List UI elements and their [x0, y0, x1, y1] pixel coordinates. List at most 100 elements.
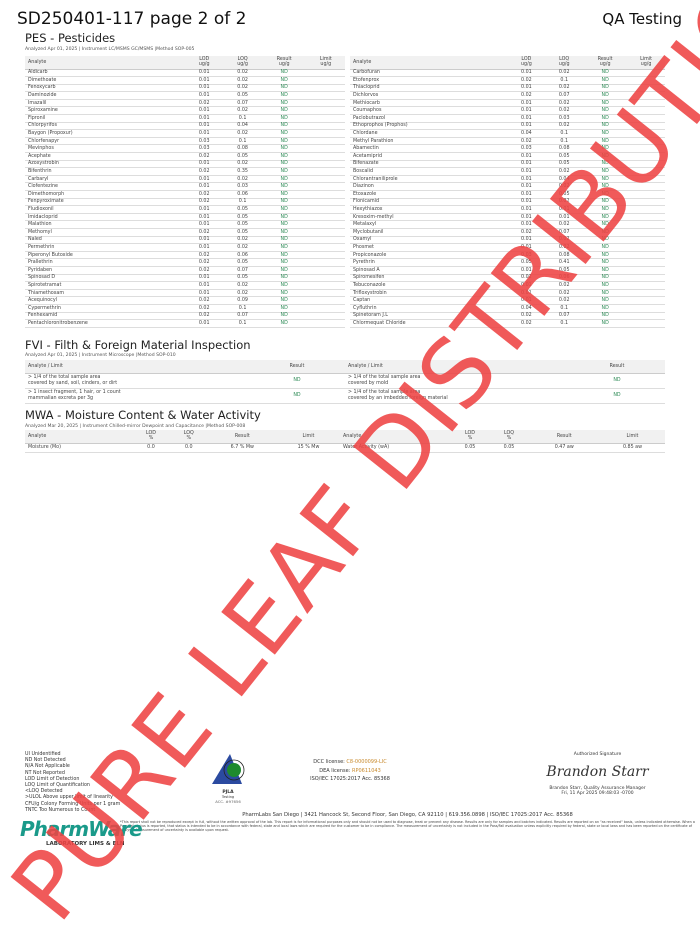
column-header: LOD %	[132, 430, 170, 444]
table-row: Moisture (Mo) 0.0 0.0 6.7 % Mw 15 % Mw	[25, 443, 340, 453]
table-row: Pentachloronitrobenzene 0.01 0.1 ND	[25, 319, 345, 328]
analyte-cell: Dimethoate	[25, 76, 186, 85]
value-cell: 0.01	[507, 220, 546, 229]
abbreviation-item: N/A Not Applicable	[25, 764, 70, 770]
analyte-cell: Daminozide	[25, 91, 186, 100]
value-cell	[627, 274, 665, 283]
table-row: Aldicarb 0.01 0.02 ND	[25, 69, 345, 78]
analyte-cell: Piperonyl Butoxide	[25, 251, 186, 260]
value-cell: 0.05	[545, 190, 584, 199]
table-row: > 1/4 of the total sample area covered b…	[345, 373, 665, 389]
value-cell: ND	[583, 175, 628, 184]
value-cell: ND	[261, 137, 307, 146]
analyte-cell: > 1/4 of the total sample area covered b…	[345, 388, 569, 404]
value-cell: 0.41	[545, 258, 584, 267]
value-cell	[627, 122, 665, 131]
value-cell	[627, 304, 665, 313]
value-cell: ND	[261, 182, 307, 191]
value-cell: 0.0	[169, 443, 208, 453]
pjla-name: PJLA	[222, 790, 234, 795]
column-header: Result	[569, 360, 665, 374]
report-title: SD250401-117 page 2 of 2	[17, 9, 247, 29]
value-cell: ND	[261, 228, 307, 237]
analyte-cell: Methyl Parathion	[350, 137, 508, 146]
value-cell	[627, 175, 665, 184]
value-cell	[306, 236, 345, 245]
column-header: Result	[528, 430, 600, 444]
value-cell: 0.01	[507, 106, 546, 116]
value-cell: 0.01	[185, 175, 224, 184]
value-cell	[306, 258, 345, 267]
value-cell	[627, 84, 665, 93]
table-row: Naled 0.01 0.02 ND	[25, 236, 345, 245]
value-cell: 0.07	[223, 312, 262, 321]
value-cell	[306, 274, 345, 283]
value-cell: 0.03	[507, 251, 546, 260]
value-cell: 0.05	[545, 160, 584, 169]
value-cell: ND	[261, 236, 307, 245]
value-cell: ND	[261, 304, 307, 313]
value-cell: 0.05	[223, 205, 262, 214]
value-cell: ND	[261, 312, 307, 321]
analyte-cell: Etoxazole	[350, 190, 508, 199]
value-cell: ND	[261, 274, 307, 283]
value-cell: 0.01	[185, 213, 224, 222]
column-header: LOQ %	[489, 430, 529, 444]
value-cell: ND	[583, 205, 628, 214]
value-cell: 0.05	[223, 228, 262, 237]
value-cell: 0.04	[507, 304, 546, 313]
value-cell: ND	[261, 122, 307, 131]
value-cell: 0.02	[507, 76, 546, 85]
dcc-value: C8-0000099-LIC	[346, 759, 387, 765]
value-cell	[627, 182, 665, 191]
fvi-table-left: Analyte / Limit Result > 1/4 of the total …	[25, 360, 345, 404]
value-cell: ND	[583, 129, 628, 138]
value-cell	[627, 258, 665, 267]
analyte-cell: Spinetoram J.L	[350, 312, 508, 321]
mwa-table-left: Analyte LOD % LOQ % Result Limit Moisture (Mo…	[25, 430, 340, 453]
value-cell: 0.02	[223, 84, 262, 93]
table-row: Metalaxyl 0.01 0.02 ND	[350, 220, 665, 229]
analyte-cell: Acephate	[25, 152, 186, 161]
value-cell: 0.01	[507, 122, 546, 131]
table-row: Phosmet 0.01 0.02 ND	[350, 243, 665, 252]
value-cell	[627, 167, 665, 176]
value-cell	[306, 205, 345, 214]
value-cell: 0.02	[223, 69, 262, 78]
sign-date: Fri, 11 Apr 2025 09:48:03 -0700	[561, 791, 634, 796]
analyte-cell: Myclobutanil	[350, 228, 508, 237]
pjla-sub: Testing	[221, 795, 235, 799]
column-header: LOQ %	[169, 430, 208, 444]
value-cell: 0.02	[545, 84, 584, 93]
value-cell	[627, 69, 665, 78]
value-cell: ND	[583, 228, 628, 237]
table-row: Carbaryl 0.01 0.02 ND	[25, 175, 345, 184]
value-cell: ND	[261, 281, 307, 290]
fvi-heading: FVI - Filth & Foreign Material Inspectio…	[25, 338, 251, 352]
value-cell: ND	[583, 281, 628, 290]
analyte-cell: Water Activity (wA)	[340, 443, 451, 453]
analyte-cell: Spirotetramat	[25, 281, 186, 290]
value-cell: 0.01	[185, 114, 224, 123]
value-cell: ND	[583, 274, 628, 283]
value-cell: 0.01	[185, 236, 224, 245]
analyte-cell: Acetamiprid	[350, 152, 508, 161]
analyte-cell: Baygon (Propoxur)	[25, 129, 186, 138]
value-cell: 0.02	[223, 236, 262, 245]
value-cell	[627, 243, 665, 252]
value-cell	[306, 144, 345, 154]
value-cell: 0.02	[545, 198, 584, 207]
value-cell: 0.02	[545, 182, 584, 191]
table-row: Abamectin 0.03 0.08 ND	[350, 144, 665, 154]
value-cell	[627, 281, 665, 290]
value-cell: ND	[261, 106, 307, 116]
analyte-cell: > 1 insect fragment, 1 hair, or 1 count …	[25, 388, 249, 404]
table-row: Myclobutanil 0.02 0.07 ND	[350, 228, 665, 237]
value-cell: 0.01	[507, 175, 546, 184]
value-cell: 0.47 aw	[528, 443, 600, 453]
value-cell: 0.01	[185, 160, 224, 169]
value-cell: 0.01	[507, 205, 546, 214]
value-cell: 0.05	[223, 220, 262, 229]
table-row: Chlorantraniliprole 0.01 0.04 ND	[350, 175, 665, 184]
value-cell: 0.02	[507, 319, 546, 328]
